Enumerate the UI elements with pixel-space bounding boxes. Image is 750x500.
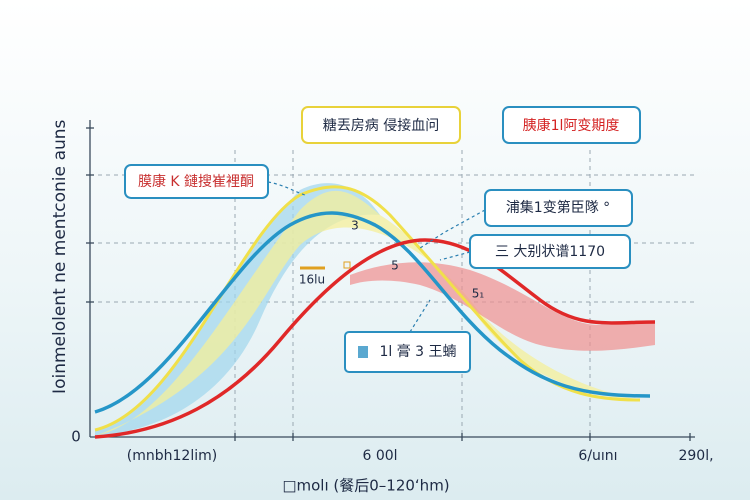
callout-box bbox=[484, 189, 633, 227]
y-axis-top: auns bbox=[50, 119, 70, 160]
red-band bbox=[350, 262, 655, 351]
callout-text: 1l 膏 3 王蝻 bbox=[379, 343, 456, 360]
x-tick-label: 290l, bbox=[678, 448, 713, 464]
connector bbox=[409, 299, 431, 333]
callout-text: 胰康1l阿变期度 bbox=[523, 117, 620, 134]
y-zero: 0 bbox=[71, 428, 81, 446]
mark-label: 5 bbox=[391, 259, 399, 273]
blue-curve bbox=[94, 211, 651, 414]
mark-label: 3 bbox=[351, 219, 359, 233]
callout-text: 糖丟房病 侵接血问 bbox=[323, 117, 439, 134]
callout-text: 膜康 K 鏈搜崔裡酮 bbox=[138, 173, 254, 190]
red-curve bbox=[94, 238, 656, 439]
mark-label: 16lu bbox=[299, 273, 325, 287]
mark-label: 5₁ bbox=[472, 287, 485, 301]
axes bbox=[86, 120, 695, 441]
callout-text: 三 大别状谱1170 bbox=[495, 244, 605, 260]
x-tick-label: 6 00l bbox=[362, 448, 397, 464]
x-axis-title: □molı (餐后0–120ʻhm) bbox=[282, 477, 449, 495]
connector bbox=[267, 181, 306, 196]
x-tick-label: 6/uını bbox=[578, 448, 617, 464]
callout-box bbox=[344, 331, 471, 373]
callout-box bbox=[502, 106, 641, 144]
callout-text: 浦集1变第臣隊 ° bbox=[506, 199, 610, 216]
icon bbox=[358, 346, 368, 358]
marker bbox=[343, 261, 351, 269]
callout-box bbox=[469, 234, 631, 269]
y-axis-label: Ioinmelolent ne mentconie bbox=[50, 166, 70, 394]
connector bbox=[439, 251, 471, 261]
x-tick-label: (mnbh12lim) bbox=[127, 448, 217, 464]
callout-box bbox=[124, 164, 269, 199]
callout-box bbox=[301, 106, 461, 144]
